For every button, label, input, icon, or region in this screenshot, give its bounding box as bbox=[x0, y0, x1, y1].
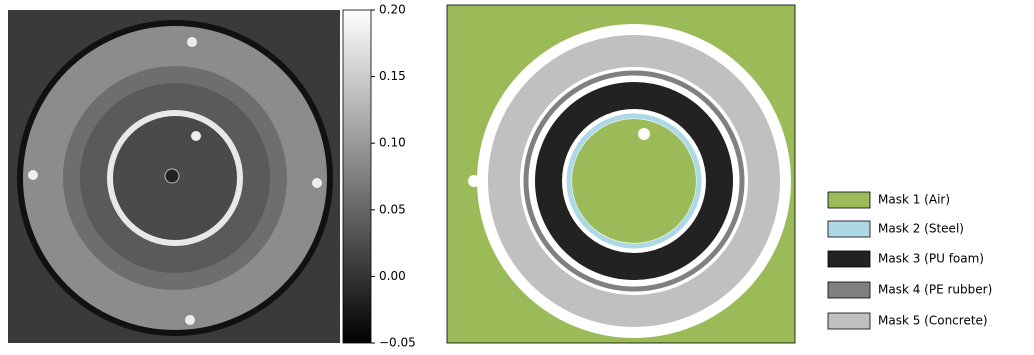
mask-image bbox=[447, 5, 795, 343]
legend-swatch bbox=[828, 282, 870, 298]
tick-label: 0.20 bbox=[379, 3, 406, 17]
legend-label: Mask 1 (Air) bbox=[878, 193, 950, 207]
legend-label: Mask 4 (PE rubber) bbox=[878, 283, 992, 297]
legend-label: Mask 2 (Steel) bbox=[878, 222, 964, 236]
tick-label: −0.05 bbox=[379, 336, 416, 350]
legend-swatch bbox=[828, 221, 870, 237]
legend-label: Mask 3 (PU foam) bbox=[878, 252, 984, 266]
tick-label: 0.10 bbox=[379, 136, 406, 150]
legend-swatch bbox=[828, 251, 870, 267]
legend-label: Mask 5 (Concrete) bbox=[878, 314, 988, 328]
colorbar bbox=[343, 10, 371, 343]
tick-label: 0.00 bbox=[379, 269, 406, 283]
legend: Mask 1 (Air) Mask 2 (Steel) Mask 3 (PU foa… bbox=[828, 192, 992, 329]
air-core bbox=[572, 119, 696, 243]
legend-swatch bbox=[828, 192, 870, 208]
tick-label: 0.05 bbox=[379, 202, 406, 216]
legend-swatch bbox=[828, 313, 870, 329]
figure: −0.050.000.050.100.150.20 Mask 1 (Air)Ma… bbox=[0, 0, 1034, 351]
colorbar-ticks: −0.05 0.00 0.05 0.10 0.15 0.20 bbox=[371, 3, 416, 350]
ct-image bbox=[8, 10, 340, 343]
marker-dot bbox=[638, 128, 650, 140]
tick-label: 0.15 bbox=[379, 69, 406, 83]
